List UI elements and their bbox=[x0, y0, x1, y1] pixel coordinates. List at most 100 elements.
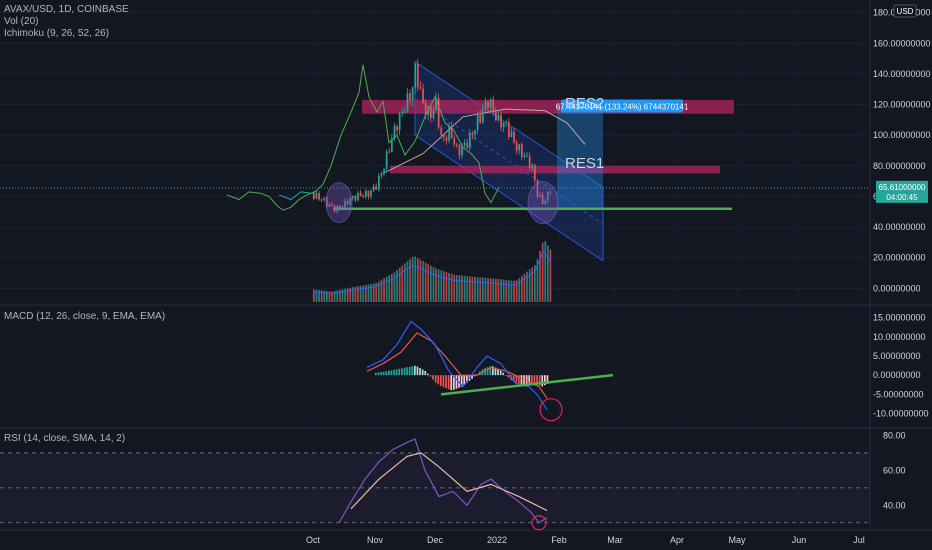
candle-body bbox=[352, 195, 354, 199]
candle-body bbox=[492, 99, 495, 113]
price-tick-label: 140.00000000 bbox=[873, 69, 931, 79]
highlight-ellipse bbox=[325, 182, 353, 224]
rsi-legend[interactable]: RSI (14, close, SMA, 14, 2) bbox=[4, 433, 125, 444]
volume-bar bbox=[531, 267, 534, 302]
macd-histogram-bar bbox=[450, 375, 453, 391]
macd-histogram-bar bbox=[502, 372, 505, 376]
candle-body bbox=[518, 144, 521, 151]
macd-histogram-bar bbox=[518, 375, 520, 384]
macd-histogram-bar bbox=[492, 366, 494, 376]
macd-histogram-bar bbox=[484, 368, 486, 376]
ichimoku-legend[interactable]: Ichimoku (9, 26, 52, 26) bbox=[4, 28, 109, 39]
volume-bar bbox=[430, 265, 432, 302]
last-price-tag bbox=[876, 180, 928, 203]
macd-histogram-bar bbox=[544, 375, 546, 386]
volume-bar bbox=[318, 290, 320, 302]
price-pane[interactable] bbox=[0, 59, 870, 302]
macd-histogram-bar bbox=[486, 367, 489, 376]
macd-histogram-bar bbox=[388, 370, 390, 376]
volume-bar bbox=[453, 274, 456, 302]
macd-histogram-bar bbox=[380, 372, 382, 376]
candle-body bbox=[474, 130, 476, 135]
currency-button[interactable] bbox=[893, 4, 917, 18]
macd-histogram-bar bbox=[536, 375, 538, 385]
volume-legend[interactable]: Vol (20) bbox=[4, 16, 38, 27]
candle-body bbox=[344, 200, 346, 208]
candle-body bbox=[528, 155, 531, 169]
macd-histogram-bar bbox=[419, 367, 421, 376]
symbol-legend[interactable]: AVAX/USD, 1D, COINBASE bbox=[4, 4, 129, 15]
macd-histogram-bar bbox=[515, 375, 518, 383]
volume-bar bbox=[404, 263, 406, 302]
volume-bar bbox=[328, 291, 331, 302]
macd-histogram-bar bbox=[525, 375, 528, 384]
volume-bar bbox=[352, 287, 354, 302]
macd-histogram-bar bbox=[531, 375, 533, 383]
currency-label: USD bbox=[897, 7, 914, 16]
candle-body bbox=[443, 134, 445, 138]
candle-body bbox=[440, 127, 443, 135]
macd-histogram-bar bbox=[499, 370, 502, 376]
macd-legend[interactable]: MACD (12, 26, close, 9, EMA, EMA) bbox=[4, 311, 165, 322]
candle-body bbox=[539, 194, 541, 197]
macd-histogram-bar bbox=[411, 366, 414, 376]
volume-bar bbox=[424, 262, 427, 302]
candle-body bbox=[404, 111, 406, 113]
volume-bar bbox=[508, 280, 510, 302]
volume-bar bbox=[396, 269, 398, 302]
volume-bar bbox=[406, 261, 409, 302]
price-tick-label: 40.00000000 bbox=[873, 222, 926, 232]
candle-body bbox=[463, 142, 466, 146]
volume-bar bbox=[391, 273, 393, 302]
volume-bar bbox=[333, 290, 336, 302]
candle-body bbox=[526, 155, 528, 157]
macd-tick-label: -10.00000000 bbox=[873, 409, 929, 419]
volume-bar bbox=[482, 277, 484, 302]
macd-histogram-bar bbox=[442, 375, 445, 388]
candle-body bbox=[380, 173, 383, 176]
candle-body bbox=[406, 93, 409, 112]
macd-histogram-bar bbox=[395, 369, 398, 376]
candle-body bbox=[323, 197, 326, 200]
macd-pane[interactable] bbox=[366, 320, 614, 422]
price-tick-label: 20.00000000 bbox=[873, 253, 926, 263]
candle-body bbox=[391, 138, 393, 152]
volume-bar bbox=[534, 265, 536, 302]
time-tick-label: Nov bbox=[367, 535, 384, 545]
volume-bar bbox=[476, 277, 479, 302]
rsi-tick-label: 60.00 bbox=[883, 465, 906, 475]
rsi-pane[interactable] bbox=[0, 438, 870, 531]
candle-body bbox=[419, 87, 422, 89]
candle-body bbox=[357, 192, 359, 201]
volume-bar bbox=[497, 278, 500, 302]
candle-body bbox=[456, 144, 458, 146]
volume-bar bbox=[541, 242, 544, 302]
rsi-tick-label: 80.00 bbox=[883, 430, 906, 440]
candle-body bbox=[388, 151, 391, 153]
macd-histogram-bar bbox=[427, 373, 429, 376]
candle-body bbox=[385, 151, 388, 169]
macd-histogram-bar bbox=[471, 375, 473, 379]
macd-histogram-bar bbox=[505, 375, 507, 376]
volume-bar bbox=[398, 267, 401, 302]
macd-histogram-bar bbox=[375, 372, 377, 376]
volume-bar bbox=[518, 278, 521, 302]
volume-bar bbox=[349, 287, 352, 302]
candle-body bbox=[437, 98, 440, 128]
candle-body bbox=[469, 132, 471, 149]
macd-histogram-bar bbox=[416, 366, 419, 376]
candle-body bbox=[445, 137, 448, 141]
volume-bar bbox=[463, 275, 466, 302]
volume-bar bbox=[474, 276, 476, 302]
macd-histogram-bar bbox=[421, 369, 424, 376]
macd-histogram-bar bbox=[447, 375, 450, 390]
candle-body bbox=[346, 200, 349, 205]
volume-bar bbox=[359, 285, 362, 302]
volume-bar bbox=[372, 283, 375, 302]
candle-body bbox=[393, 126, 396, 139]
candle-body bbox=[424, 102, 427, 115]
price-tick-label: 80.00000000 bbox=[873, 161, 926, 171]
res2-label: RES2 bbox=[565, 95, 604, 112]
macd-histogram-bar bbox=[466, 375, 468, 383]
